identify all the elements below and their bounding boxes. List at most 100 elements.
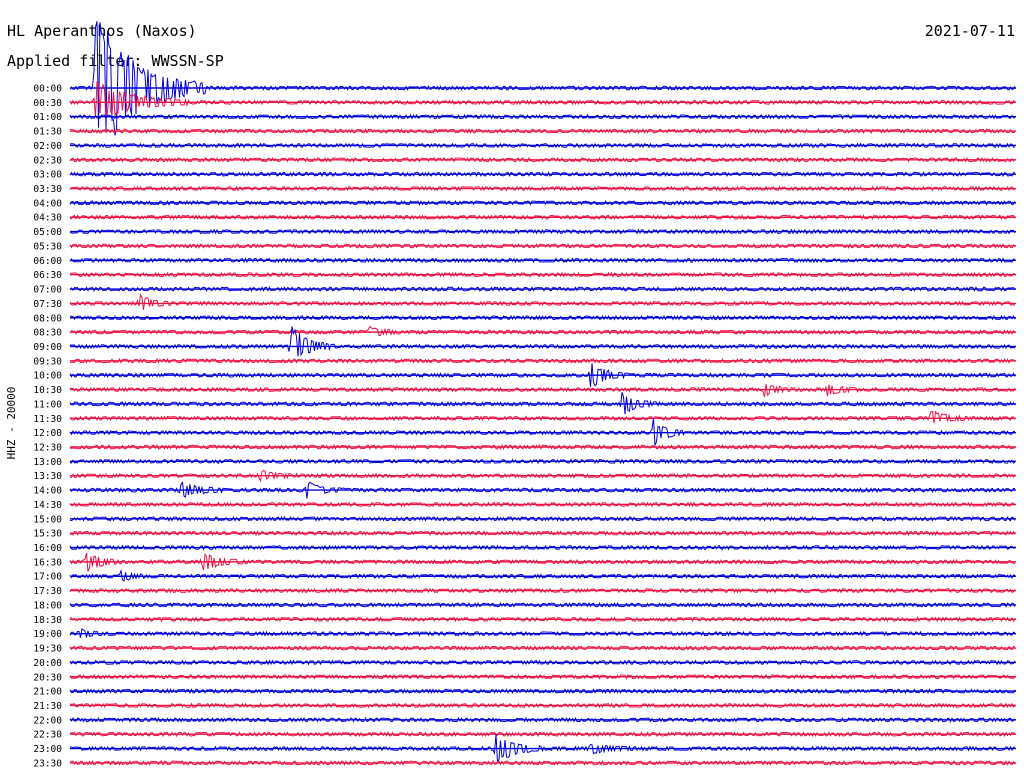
row-time-label: 06:00 [33, 256, 62, 267]
row-time-label: 06:30 [33, 270, 62, 281]
trace-line [69, 601, 1016, 609]
row-time-label: 03:30 [33, 184, 62, 195]
trace-line [69, 702, 1016, 709]
row-time-label: 21:30 [33, 701, 62, 712]
trace-line [69, 383, 1016, 397]
trace-line [69, 257, 1016, 264]
trace-line [69, 759, 1016, 766]
row-time-label: 10:30 [33, 385, 62, 396]
row-time-label: 00:00 [33, 84, 62, 95]
row-time-label: 20:00 [33, 658, 62, 669]
trace-line [69, 326, 1016, 357]
station-title: HL Aperanthos (Naxos) [7, 22, 197, 40]
row-time-label: 22:30 [33, 730, 62, 741]
trace-line [69, 470, 1016, 483]
trace-line [69, 325, 1016, 337]
trace-line [69, 171, 1015, 178]
trace-line [69, 716, 1016, 723]
row-time-label: 18:00 [33, 600, 62, 611]
trace-line [69, 410, 1016, 424]
row-time-label: 02:30 [33, 155, 62, 166]
row-time-label: 17:30 [33, 586, 62, 597]
row-time-label: 12:30 [33, 443, 62, 454]
trace-line [69, 228, 1016, 235]
trace-line [69, 628, 1016, 638]
trace-line [69, 568, 1016, 582]
row-time-label: 18:30 [33, 615, 62, 626]
trace-line [69, 81, 1016, 120]
row-time-label: 02:00 [33, 141, 62, 152]
row-time-label: 09:30 [33, 356, 62, 367]
row-time-label: 15:30 [33, 529, 62, 540]
trace-line [69, 113, 1016, 120]
row-time-label: 08:30 [33, 328, 62, 339]
trace-line [69, 314, 1016, 321]
trace-line [69, 286, 1016, 293]
trace-line [69, 21, 1016, 136]
row-time-label: 07:30 [33, 299, 62, 310]
trace-line [69, 688, 1016, 695]
row-time-label: 14:30 [33, 500, 62, 511]
row-time-label: 01:00 [33, 112, 62, 123]
trace-line [69, 418, 1016, 446]
trace-line [69, 443, 1016, 451]
row-time-label: 20:30 [33, 672, 62, 683]
trace-line [69, 481, 1016, 499]
row-time-label: 15:00 [33, 514, 62, 525]
trace-line [69, 530, 1016, 537]
row-time-label: 08:00 [33, 313, 62, 324]
trace-line [69, 673, 1016, 680]
row-time-label: 21:00 [33, 687, 62, 698]
trace-line [69, 292, 1016, 310]
trace-line [69, 363, 1016, 387]
y-axis-label: HHZ - 20000 [5, 387, 18, 460]
row-time-label: 19:30 [33, 644, 62, 655]
row-time-label: 17:00 [33, 572, 62, 583]
trace-line [69, 142, 1016, 149]
row-time-label: 23:00 [33, 744, 62, 755]
trace-line [69, 392, 1016, 415]
trace-line [69, 458, 1016, 465]
row-time-label: 23:30 [33, 758, 62, 769]
trace-line [69, 659, 1016, 666]
row-time-label: 05:00 [33, 227, 62, 238]
trace-line [69, 501, 1016, 508]
trace-line [69, 357, 1016, 364]
row-time-label: 05:30 [33, 241, 62, 252]
trace-line [69, 214, 1016, 221]
row-time-label: 00:30 [33, 98, 62, 109]
row-time-label: 04:30 [33, 213, 62, 224]
trace-line [69, 185, 1016, 192]
trace-line [69, 616, 1016, 623]
trace-line [69, 733, 1016, 765]
row-time-label: 16:30 [33, 557, 62, 568]
trace-line [69, 271, 1016, 278]
trace-rows: 00:00 00:30 01:00 01:30 02:00 02:30 03:00 03:30… [33, 21, 1016, 769]
trace-line [69, 552, 1016, 572]
row-time-label: 12:00 [33, 428, 62, 439]
row-time-label: 03:00 [33, 170, 62, 181]
trace-line [69, 515, 1016, 522]
row-time-label: 01:30 [33, 127, 62, 138]
row-time-label: 22:00 [33, 715, 62, 726]
trace-line [69, 156, 1016, 163]
row-time-label: 11:00 [33, 399, 62, 410]
row-time-label: 10:00 [33, 371, 62, 382]
row-time-label: 13:30 [33, 471, 62, 482]
trace-line [69, 199, 1016, 206]
row-time-label: 16:00 [33, 543, 62, 554]
row-time-label: 19:00 [33, 629, 62, 640]
filter-label: Applied filter: WWSSN-SP [7, 52, 224, 70]
trace-line [69, 587, 1016, 594]
date-label: 2021-07-11 [925, 22, 1015, 40]
trace-line [69, 128, 1016, 135]
trace-line [69, 731, 1016, 738]
trace-line [69, 645, 1015, 651]
row-time-label: 09:00 [33, 342, 62, 353]
row-time-label: 04:00 [33, 198, 62, 209]
trace-line [69, 544, 1016, 551]
row-time-label: 13:00 [33, 457, 62, 468]
row-time-label: 11:30 [33, 414, 62, 425]
trace-line [69, 242, 1016, 249]
